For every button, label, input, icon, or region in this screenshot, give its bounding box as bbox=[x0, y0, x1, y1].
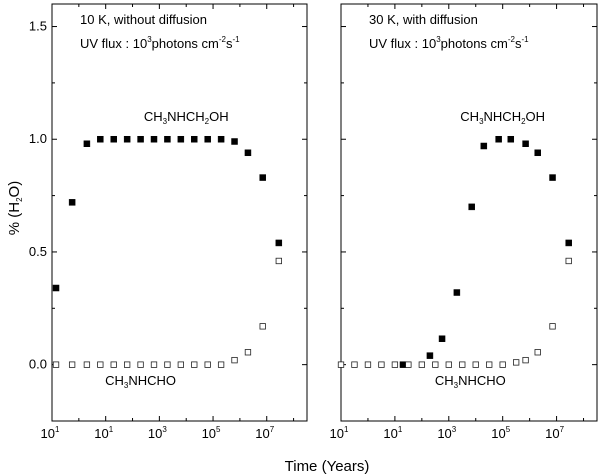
x-tick-label: 103 bbox=[437, 425, 456, 441]
x-tick-label: 105 bbox=[491, 425, 510, 441]
data-point-filled bbox=[123, 135, 131, 143]
data-point-filled bbox=[522, 140, 529, 148]
series-label: CH3NHCH2OH bbox=[144, 109, 229, 126]
data-point-open bbox=[405, 361, 412, 368]
x-tick-label: 105 bbox=[202, 425, 221, 441]
data-point-open bbox=[204, 361, 211, 368]
data-point-filled bbox=[231, 138, 238, 145]
panel-2: 101 101 103 105 107 30 K, with diffusion UV fl… bbox=[330, 3, 598, 441]
data-point-filled bbox=[191, 135, 198, 143]
x-tick-label: 103 bbox=[148, 425, 167, 441]
series-label: CH3NHCH2OH bbox=[460, 109, 545, 126]
data-point-open bbox=[97, 361, 104, 368]
data-point-open bbox=[337, 361, 345, 368]
data-point-open bbox=[124, 361, 131, 368]
data-point-open bbox=[244, 349, 252, 356]
x-tick-label: 107 bbox=[255, 425, 274, 441]
data-point-filled bbox=[507, 135, 515, 143]
y-tick-label: 0.5 bbox=[29, 244, 47, 259]
data-point-filled bbox=[480, 142, 488, 150]
data-point-filled bbox=[110, 135, 117, 143]
x-tick-label: 101 bbox=[94, 425, 113, 441]
data-point-open bbox=[432, 361, 439, 368]
data-point-filled bbox=[204, 135, 211, 143]
data-point-filled bbox=[534, 149, 541, 157]
data-point-filled bbox=[259, 174, 266, 181]
series-CH3NHCHO: CH3NHCHO bbox=[52, 257, 282, 390]
data-point-open bbox=[177, 361, 184, 368]
series-CH3NHCH2OH: CH3NHCH2OH bbox=[52, 109, 283, 292]
data-point-open bbox=[549, 323, 556, 330]
series-label: CH3NHCHO bbox=[105, 373, 176, 390]
data-point-open bbox=[231, 356, 238, 364]
x-axis-title: Time (Years) bbox=[285, 458, 370, 475]
data-point-open bbox=[534, 349, 541, 356]
panel-title: 30 K, with diffusion bbox=[369, 12, 478, 27]
data-point-open bbox=[499, 361, 506, 368]
data-point-open bbox=[83, 361, 91, 368]
panel-subtitle: UV flux : 103photons cm-2s-1 bbox=[369, 35, 529, 51]
data-point-filled bbox=[137, 135, 144, 143]
data-point-filled bbox=[495, 135, 502, 143]
data-point-filled bbox=[52, 284, 60, 292]
data-point-filled bbox=[565, 239, 572, 247]
data-point-filled bbox=[468, 203, 475, 211]
data-point-open bbox=[150, 361, 158, 368]
panel-1: 0.0 0.5 1.0 1.5 101 101 103 105 107 10 K, without… bbox=[29, 3, 308, 441]
data-point-filled bbox=[426, 352, 434, 359]
x-tick-label: 101 bbox=[330, 425, 349, 441]
panel-title: 10 K, without diffusion bbox=[80, 12, 207, 27]
data-point-open bbox=[445, 361, 452, 368]
data-point-filled bbox=[177, 135, 185, 143]
data-point-open bbox=[391, 361, 399, 368]
data-point-filled bbox=[164, 135, 171, 143]
data-point-filled bbox=[217, 135, 225, 143]
data-point-open bbox=[68, 361, 76, 368]
data-point-open bbox=[459, 361, 466, 368]
data-point-open bbox=[351, 361, 358, 368]
data-point-filled bbox=[83, 140, 91, 148]
data-point-filled bbox=[68, 199, 76, 206]
data-point-open bbox=[164, 361, 171, 368]
data-point-open bbox=[137, 361, 144, 368]
y-tick-label: 1.5 bbox=[29, 19, 47, 34]
y-tick-label: 1.0 bbox=[29, 131, 47, 146]
data-point-open bbox=[217, 361, 225, 368]
x-tick-label: 107 bbox=[545, 425, 564, 441]
data-point-open bbox=[472, 361, 479, 368]
series-CH3NHCH2OH: CH3NHCH2OH bbox=[399, 109, 572, 368]
data-point-open bbox=[522, 356, 529, 364]
data-point-open bbox=[259, 323, 266, 330]
panel-subtitle: UV flux : 103photons cm-2s-1 bbox=[80, 35, 240, 51]
data-point-open bbox=[110, 361, 117, 368]
data-point-open bbox=[486, 361, 493, 368]
data-point-filled bbox=[399, 361, 407, 368]
x-tick-label: 101 bbox=[41, 425, 60, 441]
x-tick-label: 101 bbox=[383, 425, 402, 441]
data-point-open bbox=[418, 361, 425, 368]
data-point-filled bbox=[549, 174, 556, 181]
data-point-filled bbox=[97, 135, 104, 143]
data-point-open bbox=[191, 361, 198, 368]
plot-frame bbox=[51, 3, 308, 422]
data-point-open bbox=[275, 257, 282, 265]
data-point-open bbox=[565, 257, 572, 265]
data-point-filled bbox=[453, 289, 461, 296]
data-point-filled bbox=[150, 135, 158, 143]
plot-frame bbox=[340, 3, 598, 422]
data-point-open bbox=[513, 359, 520, 366]
data-point-filled bbox=[438, 335, 446, 342]
data-point-open bbox=[364, 361, 372, 368]
data-point-filled bbox=[275, 239, 283, 247]
data-point-filled bbox=[244, 149, 252, 157]
series-label: CH3NHCHO bbox=[435, 373, 506, 390]
series-CH3NHCHO: CH3NHCHO bbox=[337, 257, 572, 390]
y-tick-label: 0.0 bbox=[29, 357, 47, 372]
data-point-open bbox=[378, 361, 385, 368]
y-axis-title: % (H2O) bbox=[6, 181, 24, 235]
data-point-open bbox=[52, 361, 60, 368]
